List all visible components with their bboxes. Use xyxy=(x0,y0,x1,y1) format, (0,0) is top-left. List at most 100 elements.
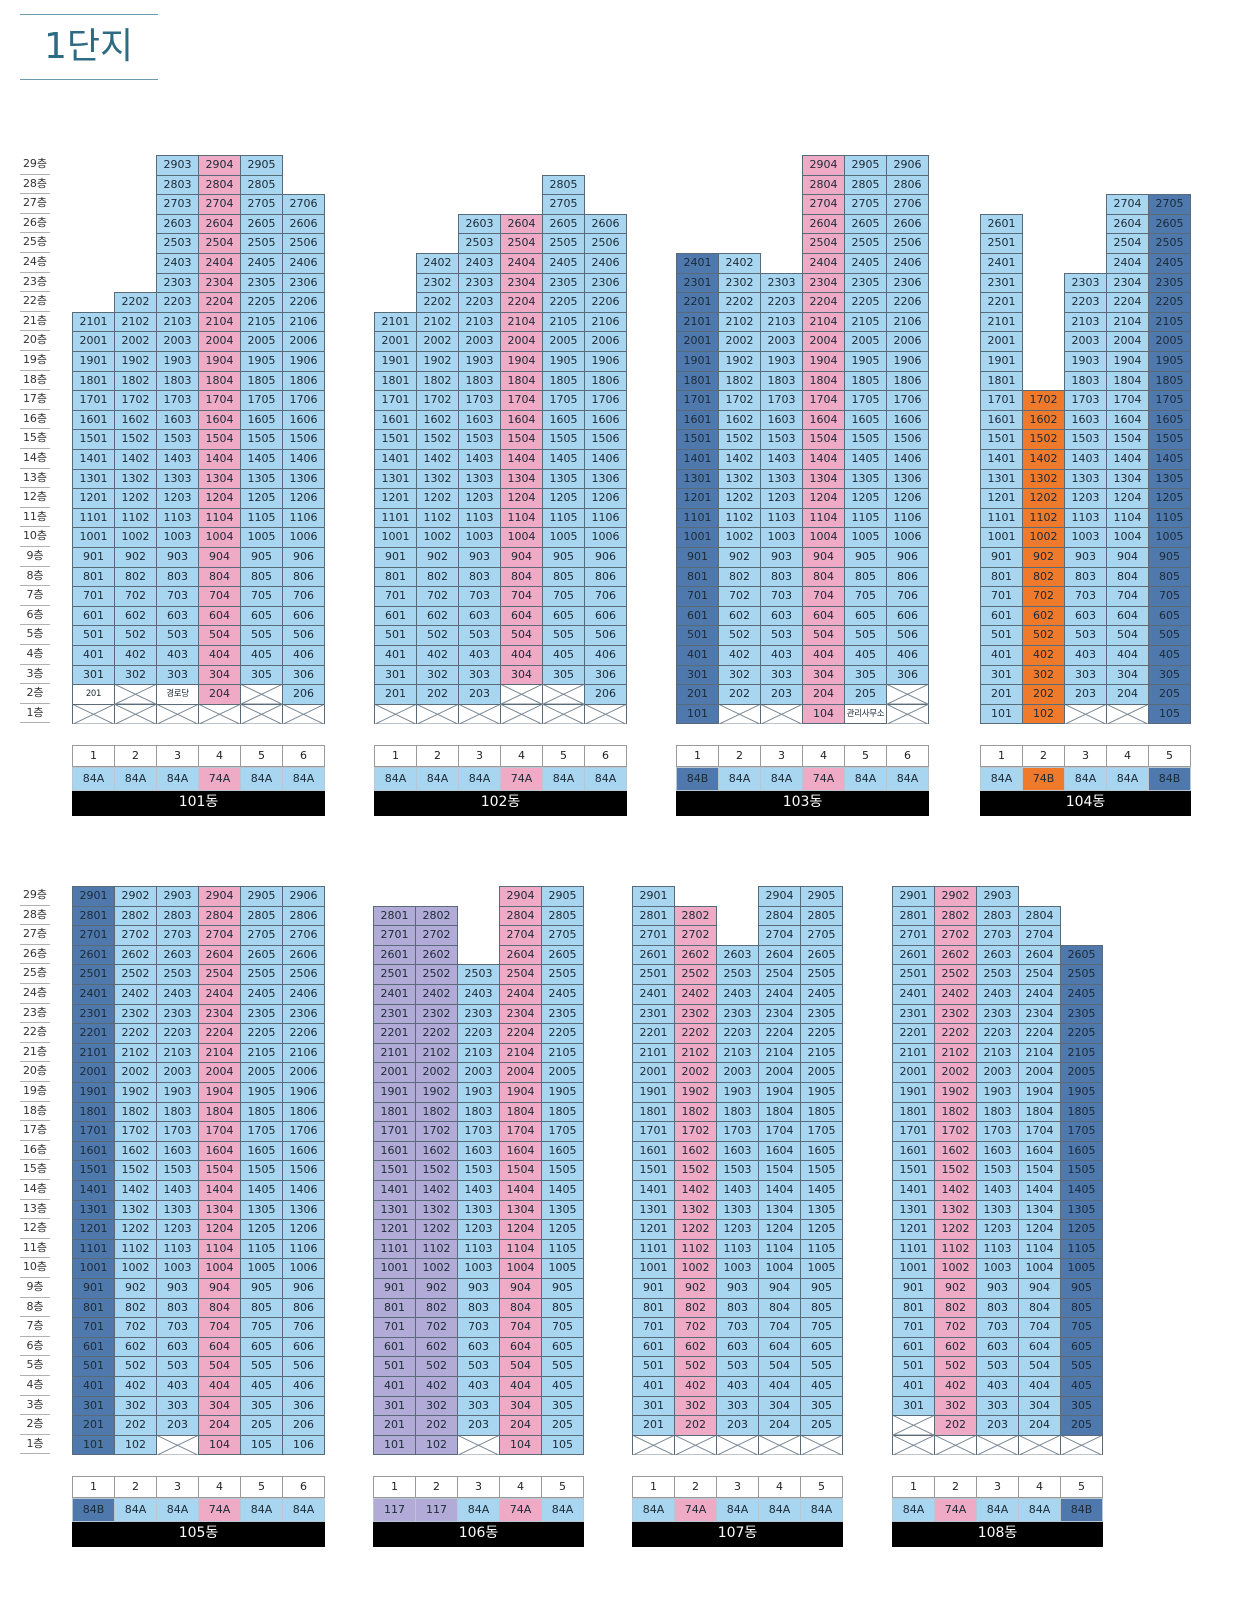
unit-cell: 1303 xyxy=(716,1199,759,1221)
unit-cell: 2605 xyxy=(800,944,843,966)
unit-cell: 2003 xyxy=(156,1062,199,1083)
floor-rule xyxy=(20,1414,50,1416)
unit-cell: 1402 xyxy=(114,1180,157,1201)
unit-cell: 905 xyxy=(1148,547,1191,568)
unit-cell: 2406 xyxy=(584,253,627,274)
unit-cell: 2804 xyxy=(499,905,542,927)
unit-cell: 1101 xyxy=(892,1238,935,1260)
unit-cell: 901 xyxy=(980,547,1023,568)
unit-cell: 2003 xyxy=(760,331,803,352)
unit-cell: 2301 xyxy=(892,1003,935,1025)
unit-cell: 301 xyxy=(72,1395,115,1417)
unit-cell: 2806 xyxy=(886,174,929,196)
unit-cell: 1802 xyxy=(416,370,459,392)
unit-cell: 2506 xyxy=(282,964,325,985)
floor-label: 14층 xyxy=(22,1182,48,1195)
unit-cell: 2001 xyxy=(980,331,1023,352)
unit-cell: 2504 xyxy=(198,964,241,985)
unit-cell: 1702 xyxy=(674,1121,717,1142)
unit-cell: 1103 xyxy=(1064,507,1107,529)
unit-cell: 705 xyxy=(1148,586,1191,607)
unit-cell: 2701 xyxy=(72,925,115,946)
unit-cell: 2604 xyxy=(500,213,543,235)
unit-cell: 2506 xyxy=(282,233,325,254)
unit-cell: 2501 xyxy=(632,964,675,985)
unit-cell: 1802 xyxy=(934,1101,977,1123)
unit-cell: 1601 xyxy=(374,409,417,431)
unit-cell: 2204 xyxy=(802,292,845,313)
unit-cell: 1203 xyxy=(976,1219,1019,1240)
unit-cell: 2604 xyxy=(499,944,542,966)
unit-cell: 2001 xyxy=(72,1062,115,1083)
unit-cell: 2605 xyxy=(541,944,584,966)
unit-cell: 2704 xyxy=(198,194,241,215)
unit-cell: 1202 xyxy=(674,1219,717,1240)
unit-cell: 803 xyxy=(976,1297,1019,1319)
floor-rule xyxy=(20,408,50,410)
line-number: 2 xyxy=(674,1476,717,1499)
unit-type: 84A xyxy=(156,1498,199,1523)
unit-cell: 403 xyxy=(457,1376,500,1397)
line-number: 1 xyxy=(374,745,417,768)
floor-label: 17층 xyxy=(22,392,48,406)
unit-cell: 1501 xyxy=(632,1160,675,1181)
unit-cell: 602 xyxy=(934,1336,977,1358)
facility-cell: 201 xyxy=(72,684,115,705)
unit-cell: 1104 xyxy=(758,1238,801,1260)
line-number: 1 xyxy=(632,1476,675,1499)
unit-cell: 2604 xyxy=(758,944,801,966)
unit-cell: 902 xyxy=(114,1278,157,1299)
unit-type: 84A xyxy=(416,767,459,792)
unit-cell: 504 xyxy=(758,1356,801,1377)
unit-cell: 901 xyxy=(72,1278,115,1299)
unit-cell: 901 xyxy=(632,1278,675,1299)
unit-cell: 1404 xyxy=(1106,449,1149,470)
unit-cell: 503 xyxy=(1064,625,1107,646)
unit-cell: 601 xyxy=(676,605,719,627)
unit-cell: 2105 xyxy=(1060,1042,1103,1064)
unit-cell: 2104 xyxy=(758,1042,801,1064)
unit-cell: 2606 xyxy=(282,944,325,966)
unit-cell: 906 xyxy=(886,547,929,568)
unit-cell: 803 xyxy=(716,1297,759,1319)
floor-rule xyxy=(20,1022,50,1024)
unit-cell: 2102 xyxy=(416,311,459,333)
unit-cell: 502 xyxy=(1022,625,1065,646)
unit-type: 84A xyxy=(758,1498,801,1523)
unit-cell: 1001 xyxy=(72,1258,115,1279)
unit-cell: 1501 xyxy=(374,429,417,450)
unit-type: 84A xyxy=(886,767,929,792)
unit-cell: 305 xyxy=(844,664,887,686)
unit-cell: 1102 xyxy=(114,1238,157,1260)
unit-cell: 1901 xyxy=(374,351,417,372)
unit-cell: 1003 xyxy=(156,1258,199,1279)
unit-cell: 706 xyxy=(584,586,627,607)
floor-label: 6층 xyxy=(26,1338,44,1352)
unit-cell: 1601 xyxy=(72,1140,115,1162)
floor-rule xyxy=(20,565,50,567)
line-number: 4 xyxy=(758,1476,801,1499)
unit-cell: 2803 xyxy=(156,174,199,196)
unit-cell: 2701 xyxy=(373,925,416,946)
unit-cell: 1702 xyxy=(934,1121,977,1142)
unit-cell: 2003 xyxy=(458,331,501,352)
unit-cell: 2704 xyxy=(758,925,801,946)
unit-cell: 1701 xyxy=(980,390,1023,411)
unit-cell: 403 xyxy=(458,645,501,666)
line-number: 1 xyxy=(980,745,1023,768)
unit-cell: 2301 xyxy=(373,1003,416,1025)
unit-cell: 501 xyxy=(980,625,1023,646)
unit-cell: 902 xyxy=(674,1278,717,1299)
unit-cell: 801 xyxy=(72,1297,115,1319)
unit-cell: 1406 xyxy=(886,449,929,470)
unit-cell: 205 xyxy=(1148,684,1191,705)
unit-cell: 2701 xyxy=(632,925,675,946)
unit-cell: 1402 xyxy=(674,1180,717,1201)
floor-label: 13층 xyxy=(22,1201,48,1215)
unit-cell: 1405 xyxy=(800,1180,843,1201)
line-number: 1 xyxy=(72,1476,115,1499)
floor-label: 1층 xyxy=(26,705,44,719)
unit-cell: 1403 xyxy=(1064,449,1107,470)
unit-cell: 1203 xyxy=(716,1219,759,1240)
unit-cell: 2405 xyxy=(541,984,584,1005)
